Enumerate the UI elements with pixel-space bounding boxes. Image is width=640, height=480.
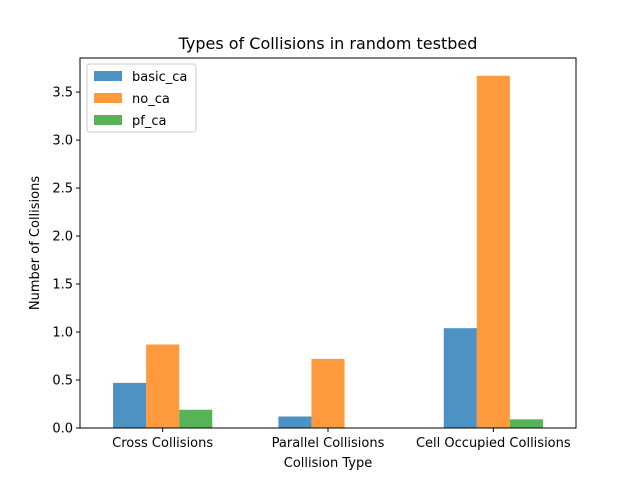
y-tick-label: 1.5 bbox=[52, 278, 73, 293]
chart-title: Types of Collisions in random testbed bbox=[178, 34, 478, 53]
y-tick-label: 3.5 bbox=[52, 86, 73, 101]
y-axis: 0.0 0.5 1.0 1.5 2.0 2.5 3.0 3.5 bbox=[52, 86, 80, 437]
bar-basic_ca-0 bbox=[113, 382, 147, 428]
x-axis: Cross Collisions Parallel Collisions Cell … bbox=[112, 428, 571, 451]
y-tick-label: 2.5 bbox=[52, 182, 73, 197]
bar-basic_ca-1 bbox=[278, 416, 312, 428]
y-axis-label: Number of Collisions bbox=[28, 176, 43, 310]
legend-swatch-no_ca bbox=[94, 93, 122, 103]
bar-pf_ca-2 bbox=[509, 419, 543, 428]
y-tick-label: 0.0 bbox=[52, 422, 73, 437]
x-tick-label: Cell Occupied Collisions bbox=[416, 436, 571, 451]
legend-swatch-pf_ca bbox=[94, 115, 122, 125]
bar-pf_ca-0 bbox=[179, 409, 213, 428]
legend-label-pf_ca: pf_ca bbox=[132, 114, 166, 129]
y-tick-label: 0.5 bbox=[52, 374, 73, 389]
legend-label-basic_ca: basic_ca bbox=[132, 70, 187, 85]
x-axis-label: Collision Type bbox=[284, 456, 372, 471]
bar-basic_ca-2 bbox=[443, 328, 477, 428]
legend-label-no_ca: no_ca bbox=[132, 92, 170, 107]
y-tick-label: 2.0 bbox=[52, 230, 73, 245]
x-tick-label: Parallel Collisions bbox=[272, 436, 385, 451]
bar-no_ca-0 bbox=[146, 344, 180, 428]
x-tick-label: Cross Collisions bbox=[112, 436, 213, 451]
bar-no_ca-2 bbox=[476, 75, 510, 428]
legend: basic_ca no_ca pf_ca bbox=[86, 63, 197, 133]
y-tick-label: 3.0 bbox=[52, 134, 73, 149]
bar-no_ca-1 bbox=[311, 358, 345, 428]
y-tick-label: 1.0 bbox=[52, 326, 73, 341]
legend-swatch-basic_ca bbox=[94, 71, 122, 81]
bars-group bbox=[113, 75, 543, 428]
